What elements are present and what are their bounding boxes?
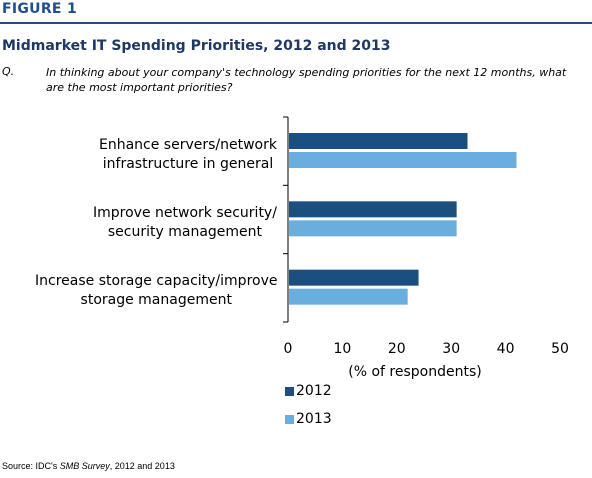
x-tick-label: 0: [284, 341, 293, 357]
category-label-line: Increase storage capacity/improve: [35, 273, 278, 289]
category-label-line: Enhance servers/network: [99, 137, 277, 153]
legend-item-2013: 2013: [285, 411, 332, 427]
legend-item-2012: 2012: [285, 383, 332, 399]
x-tick-label: 50: [551, 341, 569, 357]
bar-2012-2: [289, 269, 419, 286]
question-label: Q.: [2, 65, 15, 78]
x-tick-label: 10: [333, 341, 351, 357]
header-rule: [0, 22, 592, 24]
legend-label-2012: 2012: [296, 383, 332, 399]
category-label-line: security management: [107, 224, 263, 240]
chart-title: Midmarket IT Spending Priorities, 2012 a…: [2, 38, 391, 54]
x-tick-label: 30: [442, 341, 460, 357]
bar-2012-0: [289, 133, 468, 149]
figure-label: FIGURE 1: [2, 1, 77, 17]
category-label-line: Improve network security/: [93, 205, 277, 221]
source-survey: SMB Survey: [59, 461, 110, 471]
bar-2013-0: [289, 152, 517, 168]
x-tick-label: 20: [388, 341, 406, 357]
question-text: In thinking about your company's technol…: [46, 66, 567, 94]
x-tick-label: 40: [497, 341, 515, 357]
bar-2013-1: [289, 220, 457, 237]
source-prefix: Source: IDC's: [2, 461, 60, 471]
category-label: Increase storage capacity/improve storage…: [35, 272, 277, 310]
bar-2012-1: [289, 201, 457, 218]
source-suffix: , 2012 and 2013: [109, 461, 175, 471]
x-axis-title: (% of respondents): [348, 364, 481, 380]
source-note: Source: IDC's SMB Survey, 2012 and 2013: [2, 461, 175, 471]
category-label: Improve network security/security manage…: [93, 204, 277, 242]
category-label-line: storage management: [80, 292, 232, 308]
category-label: Enhance servers/network infrastructure in…: [99, 136, 277, 174]
legend-label-2013: 2013: [296, 411, 332, 427]
legend-swatch-2013: [285, 414, 294, 424]
category-label-line: infrastructure in general: [102, 156, 274, 172]
legend-swatch-2012: [285, 386, 294, 396]
bar-2013-2: [289, 288, 408, 305]
